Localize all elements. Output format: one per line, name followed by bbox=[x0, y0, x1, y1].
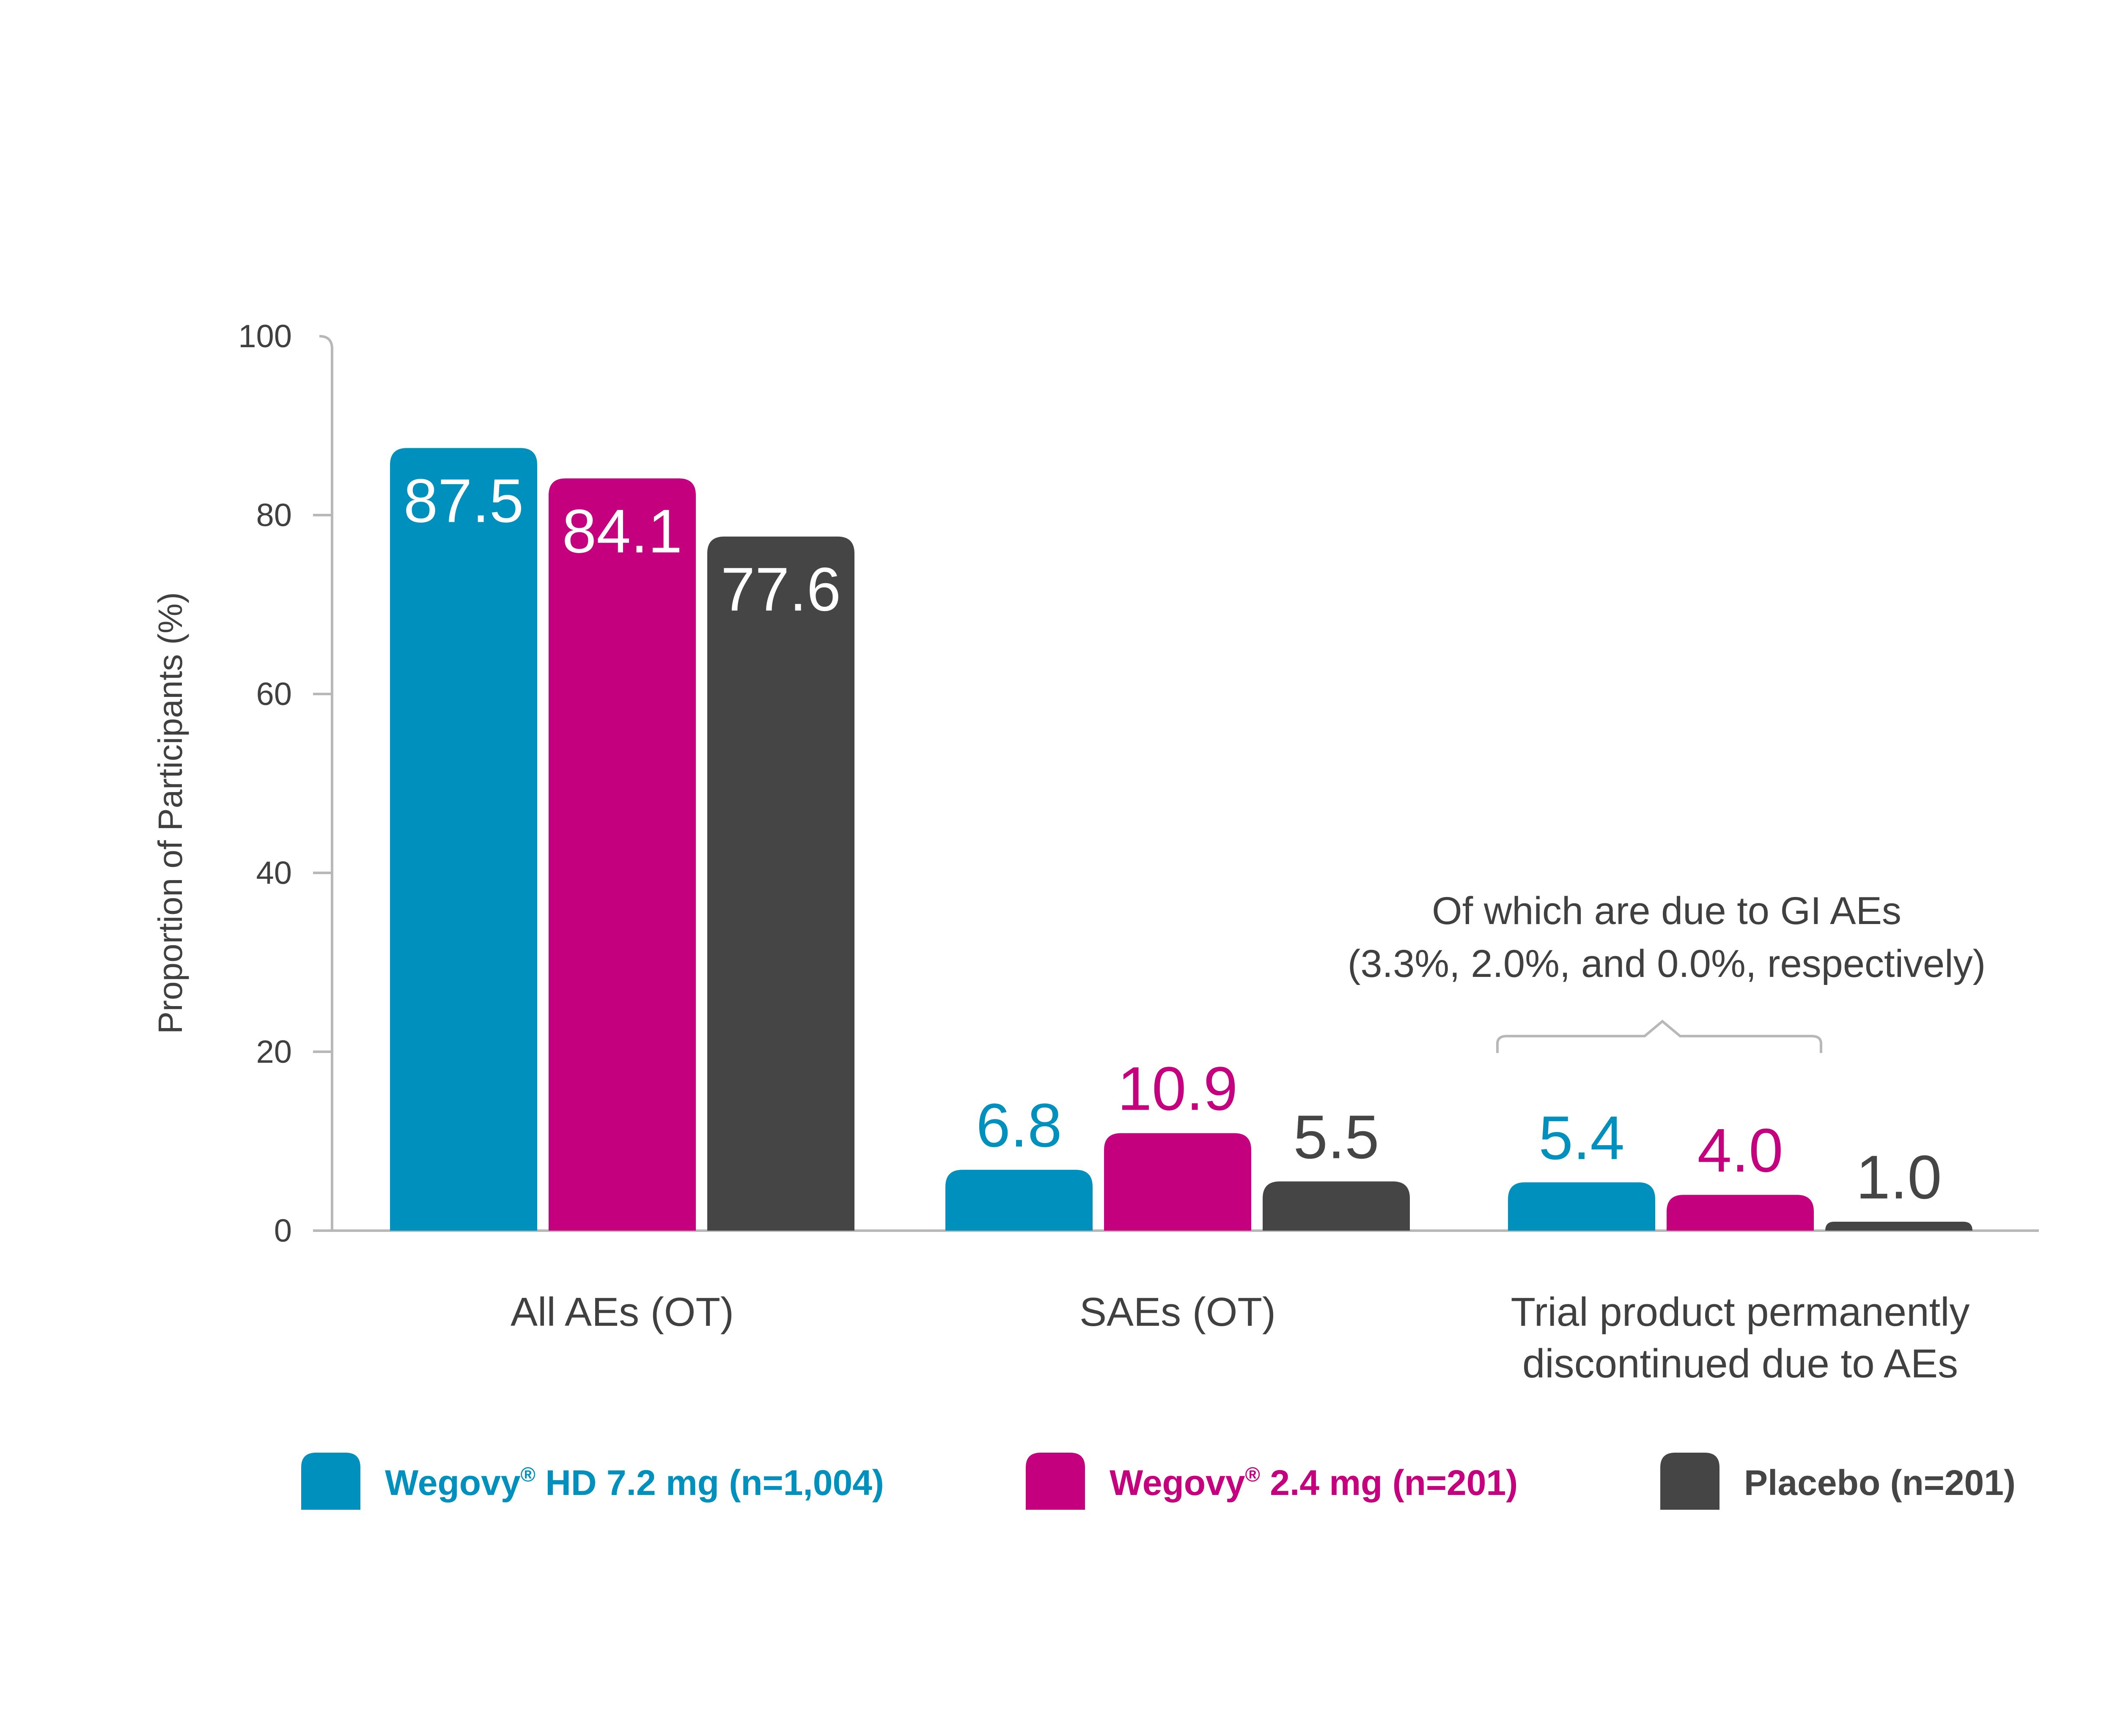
bar bbox=[549, 478, 696, 1231]
legend-swatch bbox=[1660, 1453, 1719, 1510]
legend-registered-mark: ® bbox=[1245, 1464, 1260, 1486]
legend-brand: Wegovy bbox=[385, 1463, 521, 1503]
bar bbox=[1825, 1221, 1972, 1231]
annotation-brace bbox=[1496, 1020, 1822, 1053]
legend-label: Wegovy® HD 7.2 mg (n=1,004) bbox=[385, 1463, 884, 1503]
bar bbox=[707, 536, 854, 1231]
y-tick-label: 80 bbox=[256, 497, 292, 533]
annotation-text: Of which are due to GI AEs bbox=[1432, 889, 1901, 932]
legend-swatch bbox=[301, 1453, 360, 1510]
bar-value-label: 5.4 bbox=[1539, 1103, 1625, 1172]
y-tick-label: 20 bbox=[256, 1034, 292, 1070]
bar-value-label: 1.0 bbox=[1856, 1143, 1942, 1212]
bar bbox=[945, 1170, 1093, 1231]
legend-brand: Placebo (n=201) bbox=[1744, 1463, 2016, 1503]
bar-value-label: 5.5 bbox=[1294, 1102, 1379, 1171]
bar-value-label: 77.6 bbox=[721, 555, 841, 624]
legend-swatch bbox=[1026, 1453, 1085, 1510]
bar bbox=[1263, 1181, 1410, 1231]
legend-rest: HD 7.2 mg (n=1,004) bbox=[536, 1463, 884, 1503]
bar bbox=[1104, 1133, 1251, 1231]
category-label: Trial product permanently bbox=[1511, 1289, 1970, 1335]
legend-registered-mark: ® bbox=[521, 1464, 536, 1486]
bar-value-label: 84.1 bbox=[562, 496, 682, 565]
y-tick-label: 40 bbox=[256, 855, 292, 891]
category-label: discontinued due to AEs bbox=[1522, 1341, 1958, 1386]
legend-label: Placebo (n=201) bbox=[1744, 1463, 2016, 1503]
legend-brand: Wegovy bbox=[1110, 1463, 1245, 1503]
bar bbox=[1667, 1195, 1814, 1231]
bar-value-label: 6.8 bbox=[976, 1091, 1062, 1160]
bar-value-label: 10.9 bbox=[1118, 1054, 1238, 1123]
bar-value-label: 4.0 bbox=[1697, 1116, 1783, 1185]
y-axis-line bbox=[319, 335, 333, 1231]
y-tick-label: 60 bbox=[256, 676, 292, 712]
category-label: SAEs (OT) bbox=[1079, 1289, 1276, 1335]
y-tick-label: 0 bbox=[274, 1213, 292, 1249]
y-axis-title: Proportion of Participants (%) bbox=[151, 592, 189, 1034]
category-label: All AEs (OT) bbox=[511, 1289, 734, 1335]
y-tick-label: 100 bbox=[238, 318, 292, 354]
bar-value-label: 87.5 bbox=[404, 466, 524, 535]
bar bbox=[1508, 1182, 1655, 1231]
bar bbox=[390, 448, 537, 1231]
legend-label: Wegovy® 2.4 mg (n=201) bbox=[1110, 1463, 1518, 1503]
annotation-text: (3.3%, 2.0%, and 0.0%, respectively) bbox=[1348, 942, 1986, 985]
legend-rest: 2.4 mg (n=201) bbox=[1260, 1463, 1518, 1503]
